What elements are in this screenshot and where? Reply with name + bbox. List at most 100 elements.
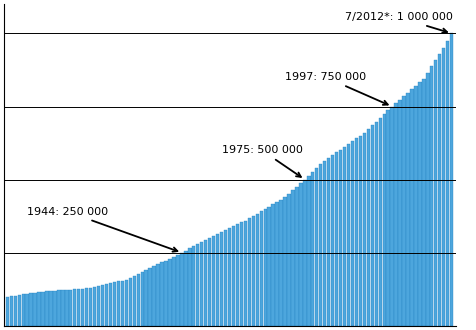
Bar — [18, 295, 21, 326]
Bar — [81, 289, 84, 326]
Bar — [228, 228, 231, 326]
Bar — [409, 89, 413, 326]
Bar — [251, 216, 255, 326]
Bar — [136, 274, 139, 326]
Bar — [275, 202, 278, 326]
Bar — [49, 291, 52, 326]
Bar — [176, 255, 179, 326]
Bar — [279, 200, 282, 326]
Bar — [144, 270, 148, 326]
Bar — [235, 224, 238, 326]
Bar — [413, 86, 417, 326]
Bar — [326, 158, 330, 326]
Bar — [421, 79, 425, 326]
Bar — [283, 197, 286, 326]
Bar — [61, 290, 64, 326]
Bar — [204, 240, 207, 326]
Bar — [199, 242, 203, 326]
Bar — [425, 73, 428, 326]
Bar — [211, 236, 215, 326]
Bar — [33, 293, 37, 326]
Bar — [330, 155, 334, 326]
Bar — [188, 248, 191, 326]
Bar — [6, 297, 9, 326]
Bar — [117, 281, 120, 326]
Bar — [429, 66, 433, 326]
Bar — [109, 283, 112, 326]
Bar — [140, 272, 144, 326]
Bar — [382, 114, 385, 326]
Bar — [259, 211, 262, 326]
Bar — [168, 259, 171, 326]
Bar — [338, 149, 342, 326]
Bar — [433, 60, 436, 326]
Text: 1997: 750 000: 1997: 750 000 — [285, 72, 387, 105]
Bar — [402, 96, 405, 326]
Bar — [219, 232, 223, 326]
Bar — [45, 291, 49, 326]
Bar — [298, 183, 302, 326]
Bar — [303, 180, 306, 326]
Bar — [105, 284, 108, 326]
Bar — [192, 246, 195, 326]
Bar — [53, 291, 57, 326]
Bar — [208, 238, 211, 326]
Bar — [100, 285, 104, 326]
Bar — [406, 93, 409, 326]
Bar — [129, 278, 132, 326]
Bar — [449, 33, 452, 326]
Bar — [370, 125, 373, 326]
Bar — [231, 226, 235, 326]
Text: 1944: 250 000: 1944: 250 000 — [27, 207, 177, 252]
Bar — [37, 292, 40, 326]
Bar — [322, 161, 326, 326]
Bar — [172, 257, 175, 326]
Bar — [65, 290, 69, 326]
Bar — [397, 100, 401, 326]
Bar — [342, 147, 346, 326]
Bar — [112, 282, 116, 326]
Bar — [164, 260, 168, 326]
Bar — [390, 107, 393, 326]
Bar — [77, 289, 80, 326]
Bar — [394, 103, 397, 326]
Bar — [13, 296, 17, 326]
Bar — [93, 287, 96, 326]
Bar — [295, 187, 298, 326]
Bar — [346, 144, 349, 326]
Bar — [41, 292, 45, 326]
Bar — [318, 164, 322, 326]
Bar — [57, 290, 60, 326]
Bar — [69, 289, 72, 326]
Bar — [30, 293, 33, 326]
Bar — [239, 222, 243, 326]
Bar — [148, 268, 151, 326]
Bar — [441, 48, 445, 326]
Bar — [354, 138, 357, 326]
Text: 1975: 500 000: 1975: 500 000 — [221, 146, 302, 177]
Bar — [255, 214, 258, 326]
Bar — [271, 204, 274, 326]
Bar — [291, 190, 294, 326]
Bar — [97, 286, 100, 326]
Bar — [358, 136, 361, 326]
Bar — [267, 207, 270, 326]
Bar — [362, 133, 365, 326]
Bar — [366, 129, 369, 326]
Bar — [350, 141, 353, 326]
Bar — [160, 262, 163, 326]
Bar — [132, 276, 136, 326]
Text: 7/2012*: 1 000 000: 7/2012*: 1 000 000 — [344, 12, 451, 33]
Bar — [156, 264, 159, 326]
Bar — [315, 168, 318, 326]
Bar — [85, 288, 88, 326]
Bar — [386, 110, 389, 326]
Bar — [196, 244, 199, 326]
Bar — [247, 218, 250, 326]
Bar — [180, 253, 183, 326]
Bar — [310, 172, 314, 326]
Bar — [378, 118, 381, 326]
Bar — [10, 296, 13, 326]
Bar — [437, 54, 440, 326]
Bar — [374, 121, 377, 326]
